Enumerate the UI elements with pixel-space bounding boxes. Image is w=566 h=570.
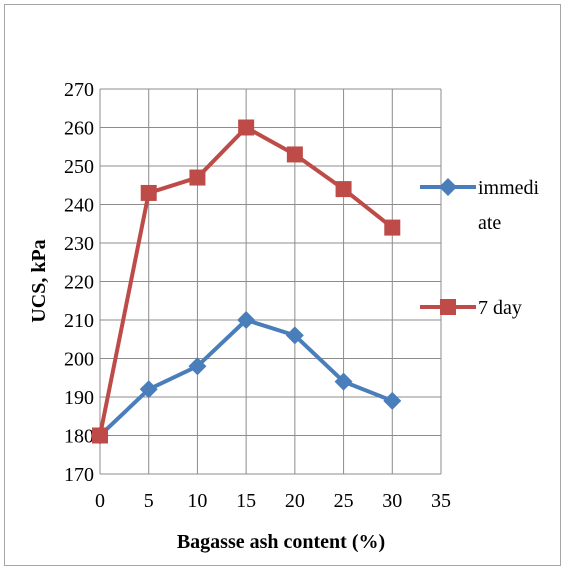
data-point bbox=[383, 391, 402, 410]
x-tick-label: 5 bbox=[144, 490, 154, 512]
data-point bbox=[140, 184, 157, 201]
data-point bbox=[334, 372, 353, 391]
y-tick-label: 190 bbox=[64, 387, 94, 409]
data-point bbox=[384, 219, 401, 236]
x-tick-label: 0 bbox=[95, 490, 105, 512]
legend-label: ate bbox=[478, 212, 501, 234]
y-tick-label: 240 bbox=[64, 195, 94, 217]
grid-lines bbox=[99, 88, 442, 475]
data-point bbox=[286, 146, 303, 163]
series-group bbox=[91, 119, 402, 445]
x-tick-label: 20 bbox=[285, 490, 305, 512]
data-point bbox=[335, 181, 352, 198]
y-tick-label: 260 bbox=[64, 118, 94, 140]
legend-marker bbox=[440, 299, 456, 315]
legend-item-0: immedi ate bbox=[420, 177, 540, 234]
data-point bbox=[139, 380, 158, 399]
chart-frame bbox=[4, 4, 561, 566]
x-tick-label: 35 bbox=[431, 490, 451, 512]
y-tick-label: 180 bbox=[64, 426, 94, 448]
x-tick-label: 25 bbox=[334, 490, 354, 512]
data-point bbox=[188, 357, 207, 376]
data-point bbox=[92, 427, 108, 444]
x-axis-title: Bagasse ash content (%) bbox=[177, 531, 385, 553]
y-tick-label: 270 bbox=[64, 79, 94, 101]
data-point bbox=[237, 311, 256, 329]
legend-item-1: 7 day bbox=[420, 297, 522, 319]
x-tick-label: 30 bbox=[382, 490, 402, 512]
data-point bbox=[238, 119, 255, 136]
y-tick-labels: 170 180 190 200 210 220 230 240 250 260 270 bbox=[64, 79, 94, 486]
legend-label: immedi bbox=[478, 177, 540, 199]
data-point bbox=[285, 326, 304, 345]
data-point bbox=[189, 169, 206, 186]
y-tick-label: 230 bbox=[64, 233, 94, 255]
y-tick-label: 210 bbox=[64, 310, 94, 332]
x-tick-label: 15 bbox=[236, 490, 256, 512]
y-tick-label: 220 bbox=[64, 272, 94, 294]
y-tick-label: 170 bbox=[64, 464, 94, 486]
legend: immedi ate 7 day bbox=[420, 177, 540, 319]
series-1 bbox=[92, 119, 401, 444]
y-tick-label: 200 bbox=[64, 349, 94, 371]
y-tick-label: 250 bbox=[64, 156, 94, 178]
x-tick-label: 10 bbox=[187, 490, 207, 512]
y-axis-title: UCS, kPa bbox=[28, 239, 50, 322]
x-tick-labels: 0 5 10 15 20 25 30 35 bbox=[95, 490, 451, 512]
legend-marker bbox=[439, 178, 457, 196]
legend-label: 7 day bbox=[478, 297, 522, 319]
